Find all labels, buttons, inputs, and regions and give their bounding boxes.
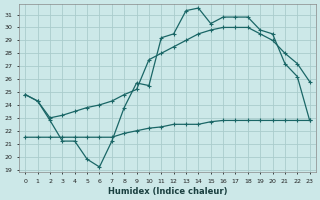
X-axis label: Humidex (Indice chaleur): Humidex (Indice chaleur) [108, 187, 227, 196]
